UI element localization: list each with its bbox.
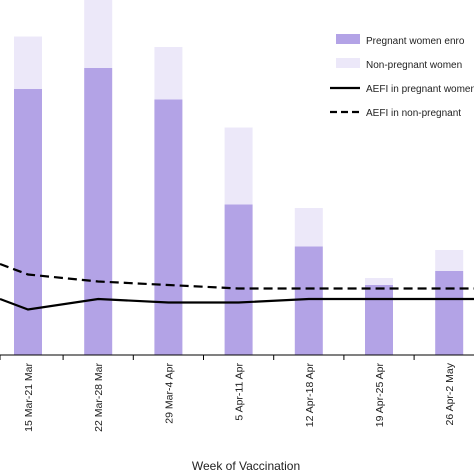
bar-pregnant-6 [435, 271, 464, 355]
x-axis-title: Week of Vaccination [192, 459, 300, 473]
x-tick-label-5: 19 Apr-25 Apr [374, 363, 386, 428]
legend-label-3: AEFI in non-pregnant [366, 108, 461, 119]
bar-nonpregnant-4 [294, 208, 323, 247]
bar-nonpregnant-5 [365, 278, 393, 285]
bar-pregnant-5 [365, 285, 393, 355]
bar-nonpregnant-2 [154, 47, 183, 100]
lines-layer [0, 262, 474, 311]
legend-label-1: Non-pregnant women [366, 60, 462, 71]
bar-pregnant-4 [294, 246, 323, 355]
legend-label-2: AEFI in pregnant women [366, 84, 474, 95]
x-tick-label-4: 12 Apr-18 Apr [304, 363, 316, 428]
bar-nonpregnant-3 [224, 127, 253, 205]
axis-layer: 15 Mar-21 Mar 22 Mar-28 Mar 29 Mar-4 Apr 5 … [0, 354, 474, 432]
legend-layer: Pregnant women enro Non-pregnant women AEF… [330, 34, 474, 119]
x-tick-label-6: 26 Apr-2 May [444, 362, 456, 425]
legend-label-0: Pregnant women enro [366, 36, 465, 47]
legend-swatch-0 [336, 34, 360, 44]
line-aefi-nonpregnant [0, 262, 474, 290]
x-tick-label-1: 22 Mar-28 Mar [93, 363, 105, 432]
x-tick-label-3: 5 Apr-11 Apr [234, 362, 246, 420]
line-aefi-pregnant [0, 297, 474, 311]
bar-nonpregnant-1 [84, 0, 113, 68]
legend-swatch-1 [336, 58, 360, 68]
bar-nonpregnant-0 [14, 36, 42, 89]
x-tick-label-0: 15 Mar-21 Mar [23, 363, 35, 432]
bar-nonpregnant-6 [435, 250, 464, 271]
bar-pregnant-3 [224, 204, 253, 355]
bars-layer [14, 0, 464, 355]
bar-pregnant-0 [14, 89, 42, 355]
bar-pregnant-2 [154, 99, 183, 355]
bar-pregnant-1 [84, 68, 113, 355]
x-tick-label-2: 29 Mar-4 Apr [163, 363, 175, 424]
